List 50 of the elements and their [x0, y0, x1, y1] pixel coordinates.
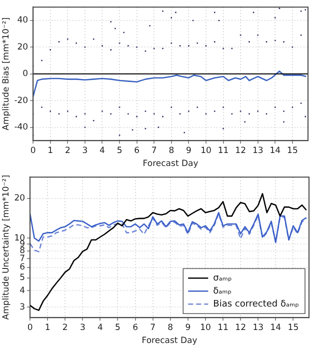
x-tick-label: 5: [115, 322, 120, 333]
x-tick-label: 1: [44, 322, 50, 333]
x-tick-label: 12: [235, 146, 246, 156]
y-tick-label: 20: [17, 42, 28, 52]
y-axis-title: Amplitude Uncertainty [mm*10⁻²]: [1, 174, 12, 320]
y-tick-label: -40: [14, 122, 28, 132]
y-tick-label: 7: [20, 254, 26, 264]
x-tick-label: 3: [82, 146, 88, 156]
x-tick-label: 7: [150, 322, 156, 333]
x-tick-label: 9: [185, 322, 191, 333]
x-tick-label: 6: [134, 146, 140, 156]
x-tick-label: 14: [270, 146, 281, 156]
x-tick-label: 4: [97, 322, 103, 333]
x-tick-label: 7: [151, 146, 157, 156]
legend-label: Bias corrected δₐₘₚ: [213, 299, 300, 310]
legend-label: σₐₘₚ: [213, 273, 232, 284]
x-tick-label: 4: [100, 146, 105, 156]
x-tick-label: 12: [235, 322, 246, 333]
x-axis-title: Forecast Day: [142, 159, 198, 170]
x-tick-label: 9: [186, 146, 192, 156]
x-tick-label: 5: [116, 146, 122, 156]
x-tick-label: 8: [168, 146, 174, 156]
x-tick-label: 3: [80, 322, 86, 333]
line-series: [30, 213, 308, 252]
legend-label: δₐₘₚ: [213, 286, 232, 296]
x-tick-label: 15: [288, 322, 299, 333]
y-tick-label: 6: [20, 262, 26, 273]
x-tick-label: 0: [30, 146, 36, 156]
y-tick-label: 20: [14, 194, 26, 204]
y-axis-title: Amplitude Bias [mm*10⁻²]: [1, 17, 12, 130]
x-tick-label: 10: [200, 322, 211, 333]
x-tick-label: 11: [218, 322, 228, 333]
x-tick-label: 2: [64, 146, 70, 156]
x-tick-label: 2: [62, 322, 68, 333]
x-tick-label: 10: [200, 146, 212, 156]
x-tick-label: 8: [168, 322, 174, 333]
x-tick-label: 11: [218, 146, 229, 156]
y-tick-label: 40: [17, 16, 28, 26]
x-tick-label: 15: [287, 146, 298, 156]
y-tick-label: 5: [20, 273, 26, 284]
y-tick-label: 4: [20, 286, 26, 296]
x-tick-label: 14: [270, 322, 282, 333]
x-tick-label: 1: [48, 146, 54, 156]
y-tick-label: -20: [14, 96, 28, 106]
y-tick-label: 0: [22, 69, 28, 80]
y-tick-label: 3: [20, 302, 26, 312]
x-tick-label: 13: [252, 322, 264, 333]
x-axis-title: Forecast Day: [142, 336, 198, 346]
x-tick-label: 6: [132, 322, 138, 333]
x-tick-label: 13: [252, 146, 264, 156]
